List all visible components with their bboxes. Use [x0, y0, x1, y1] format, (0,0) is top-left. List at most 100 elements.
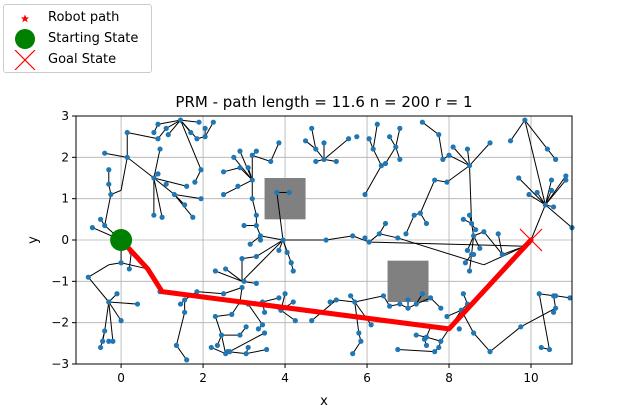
obstacle [264, 178, 306, 220]
roadmap-node [376, 231, 382, 237]
roadmap-node [237, 148, 243, 154]
roadmap-node [368, 322, 374, 328]
roadmap-node [253, 212, 259, 218]
roadmap-edge [446, 165, 470, 183]
roadmap-node [460, 291, 466, 297]
roadmap-edge [372, 124, 378, 150]
legend-label-robot-path: Robot path [48, 10, 120, 25]
roadmap-node [354, 134, 360, 140]
roadmap-node [182, 202, 188, 208]
roadmap-edge [510, 119, 526, 142]
roadmap-node [395, 235, 401, 241]
roadmap-node [313, 146, 319, 152]
roadmap-edge [247, 303, 263, 326]
roadmap-edge [354, 301, 372, 326]
roadmap-node [245, 344, 251, 351]
roadmap-node [397, 301, 403, 307]
roadmap-node [257, 233, 264, 239]
roadmap-node [249, 196, 255, 202]
roadmap-node [151, 212, 157, 218]
roadmap-edge [165, 119, 181, 129]
roadmap-node [477, 245, 483, 251]
roadmap-node [423, 220, 430, 227]
roadmap-node [100, 338, 106, 344]
roadmap-edge [473, 332, 491, 352]
roadmap-node [393, 144, 399, 150]
roadmap-node [466, 163, 473, 169]
roadmap-edge [214, 316, 222, 336]
roadmap-node [264, 346, 270, 353]
roadmap-node [155, 171, 161, 177]
roadmap-node [405, 297, 411, 303]
roadmap-node [106, 338, 112, 344]
start-goal-markers [110, 228, 543, 252]
roadmap-node [321, 156, 327, 162]
roadmap-node [110, 338, 116, 344]
roadmap-edge [215, 270, 243, 282]
roadmap-edge [153, 148, 161, 179]
roadmap-node [220, 169, 227, 175]
roadmap-edge [354, 295, 384, 303]
roadmap-edge [416, 297, 431, 305]
roadmap-edge [176, 345, 188, 361]
roadmap-node [155, 136, 161, 142]
roadmap-node [220, 291, 227, 297]
legend: Robot path Starting State Goal State [3, 4, 152, 73]
roadmap-node [194, 136, 200, 142]
roadmap-node [208, 344, 214, 351]
roadmap-node [85, 274, 91, 280]
roadmap-node [173, 342, 180, 348]
roadmap-node [546, 346, 553, 353]
roadmap-node [397, 156, 403, 162]
x-tick-label: 4 [281, 371, 289, 385]
roadmap-node [438, 305, 444, 311]
roadmap-node [432, 349, 438, 355]
roadmap-edge [405, 214, 415, 235]
roadmap-node [382, 160, 389, 167]
roadmap-node [421, 336, 428, 342]
roadmap-edge [438, 134, 444, 160]
roadmap-edge [419, 179, 436, 214]
roadmap-node [276, 295, 282, 301]
roadmap-edge [528, 194, 546, 206]
roadmap-node [427, 295, 434, 301]
roadmap-edge [544, 179, 552, 205]
roadmap-edge [369, 241, 525, 247]
roadmap-node [358, 338, 364, 344]
roadmap-node [471, 330, 477, 336]
roadmap-node [534, 189, 540, 196]
roadmap-node [190, 214, 196, 220]
roadmap-node [220, 191, 227, 198]
roadmap-edge [471, 235, 475, 255]
x-tick-label: 0 [117, 371, 125, 385]
y-tick-label: 1 [61, 192, 69, 206]
roadmap-edge [215, 313, 232, 317]
roadmap-node [286, 189, 292, 196]
roadmap-node [218, 332, 225, 338]
roadmap-edge [128, 252, 132, 269]
roadmap-node [102, 222, 108, 229]
roadmap-edge [372, 148, 382, 166]
roadmap-edge [104, 194, 112, 226]
chart-title: PRM - path length = 11.6 n = 200 r = 1 [175, 93, 472, 111]
roadmap-node [274, 189, 280, 196]
roadmap-edge [233, 157, 253, 181]
roadmap-node [366, 239, 372, 245]
roadmap-node [327, 299, 333, 305]
roadmap-edge [422, 121, 440, 135]
x-tick-label: 2 [199, 371, 207, 385]
roadmap-node [159, 214, 165, 220]
roadmap-node [177, 117, 184, 123]
y-tick-label: 2 [61, 150, 69, 164]
roadmap-node [124, 129, 130, 136]
roadmap-node [567, 295, 573, 301]
roadmap-node [192, 179, 198, 185]
legend-label-goal-state: Goal State [48, 52, 117, 67]
y-tick-label: 3 [61, 109, 69, 123]
roadmap-node [471, 251, 477, 258]
roadmap-edge [175, 312, 186, 346]
roadmap-node [419, 291, 425, 297]
roadmap-edge [538, 293, 550, 350]
roadmap-node [309, 125, 315, 131]
y-tick-label: −2 [51, 316, 69, 330]
